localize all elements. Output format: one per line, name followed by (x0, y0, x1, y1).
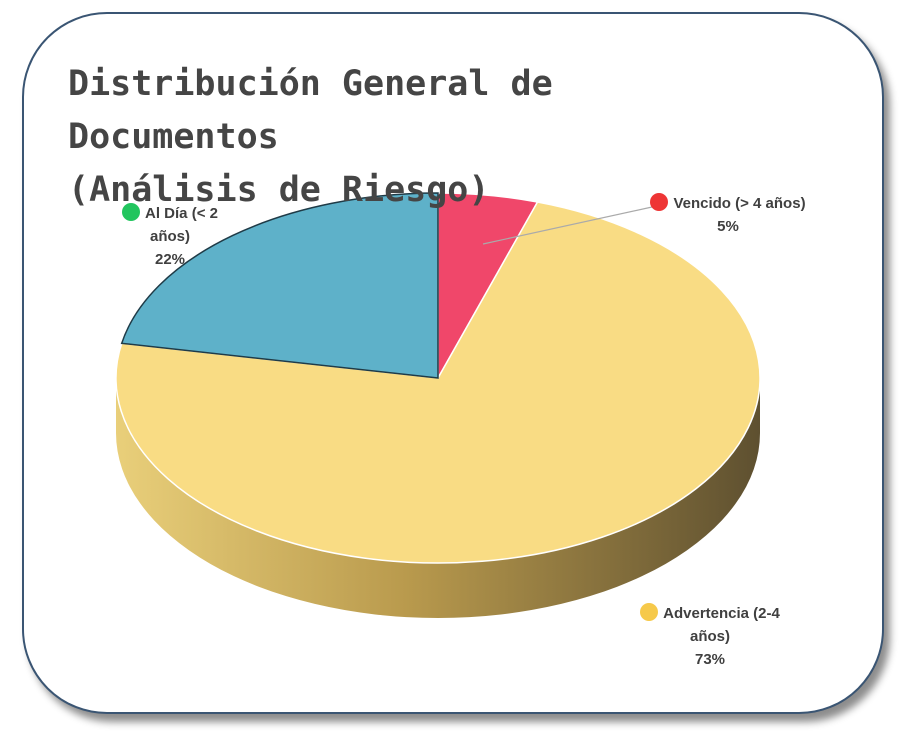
slice (115, 201, 761, 564)
data-label: Vencido (> 4 años) 5% (648, 192, 808, 238)
label-marker (122, 203, 141, 221)
label-name: Al Día (< 2 años) (100, 202, 240, 248)
label-name: Vencido (> 4 años) (648, 192, 808, 215)
label-marker (640, 603, 659, 621)
slice-side (116, 378, 760, 618)
label-text: Al Día (< 2 años) (145, 205, 218, 245)
label-name: Advertencia (2-4 años) (640, 602, 780, 648)
leader-line (482, 206, 653, 245)
label-marker (650, 193, 669, 211)
slice (120, 192, 439, 379)
label-text: Advertencia (2-4 años) (663, 605, 780, 645)
data-label: Advertencia (2-4 años) 73% (640, 602, 780, 671)
label-text: Vencido (> 4 años) (673, 195, 806, 212)
label-value: 5% (717, 218, 739, 235)
data-label: Al Día (< 2 años) 22% (100, 202, 240, 271)
label-value: 22% (154, 251, 186, 268)
label-value: 73% (694, 651, 726, 668)
chart-title: Distribución General de Documentos (Anál… (68, 64, 553, 210)
